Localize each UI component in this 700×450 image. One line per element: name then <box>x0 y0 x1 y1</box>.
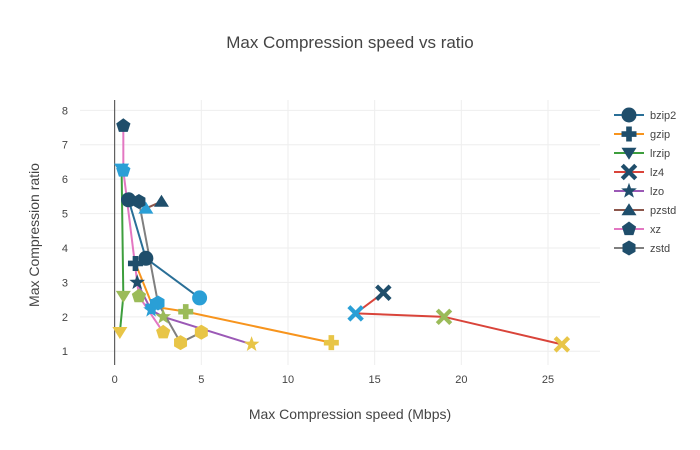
y-tick-label: 1 <box>62 346 68 358</box>
legend-item-zstd: zstd <box>614 240 670 256</box>
x-axis-label: Max Compression speed (Mbps) <box>248 406 452 422</box>
legend-label: lz4 <box>650 167 664 179</box>
y-tick-label: 3 <box>62 277 68 289</box>
legend-marker <box>621 221 637 236</box>
legend-item-gzip: gzip <box>614 126 670 142</box>
y-tick-label: 2 <box>62 312 68 324</box>
y-tick-label: 4 <box>62 243 68 255</box>
legend-item-xz: xz <box>614 221 661 236</box>
legend-marker-stroke <box>620 163 638 181</box>
data-point-lzo <box>143 301 159 317</box>
data-point-lzo <box>129 274 146 290</box>
legend-marker <box>621 126 637 142</box>
legend-marker <box>621 147 637 160</box>
series-markers <box>112 118 571 353</box>
data-point-lrzip <box>112 327 128 340</box>
legend-label: zstd <box>650 243 670 255</box>
legend-marker <box>621 203 637 216</box>
y-tick-label: 6 <box>62 174 68 186</box>
data-point-xz <box>131 288 147 303</box>
legend-item-lz4: lz4 <box>614 163 664 181</box>
chart-title: Max Compression speed vs ratio <box>226 33 474 52</box>
data-point-lz4 <box>435 308 453 326</box>
data-point-xz <box>116 118 131 132</box>
data-point-lz4-stroke <box>375 284 392 301</box>
legend-item-lzo: lzo <box>614 182 664 198</box>
data-point-lz4-stroke <box>435 308 453 326</box>
legend-label: pzstd <box>650 205 676 217</box>
x-tick-label: 15 <box>369 374 381 386</box>
x-tick-label: 20 <box>455 374 467 386</box>
data-point-gzip <box>127 255 143 271</box>
data-point-xz <box>156 324 171 339</box>
series-line-zstd <box>137 201 202 344</box>
legend-label: bzip2 <box>650 110 676 122</box>
legend-label: lzo <box>650 186 664 198</box>
data-point-lzo <box>155 308 172 324</box>
legend-item-lrzip: lrzip <box>614 147 670 160</box>
legend-label: lrzip <box>650 148 670 160</box>
legend-item-pzstd: pzstd <box>614 203 676 217</box>
legend: bzip2 gzip lrzip lz4 lzo pzstd xz zstd <box>614 107 676 256</box>
data-point-lz4 <box>375 284 392 301</box>
legend-label: gzip <box>650 129 670 141</box>
data-point-gzip <box>178 304 194 320</box>
y-tick-label: 5 <box>62 209 68 221</box>
legend-item-bzip2: bzip2 <box>614 107 676 123</box>
data-point-lz4 <box>553 336 571 353</box>
x-tick-label: 0 <box>112 374 118 386</box>
legend-marker <box>620 163 638 181</box>
data-point-zstd <box>174 335 188 351</box>
data-point-bzip2 <box>121 192 137 208</box>
x-tick-label: 5 <box>198 374 204 386</box>
legend-label: xz <box>650 224 661 236</box>
data-point-zstd <box>132 194 146 210</box>
data-point-lzo <box>243 336 260 352</box>
series-line-lz4 <box>352 291 563 346</box>
data-point-pzstd <box>138 201 154 214</box>
x-tick-label: 10 <box>282 374 294 386</box>
series-line-xz <box>122 125 165 333</box>
data-point-xz <box>116 163 131 177</box>
data-point-zstd <box>151 295 165 311</box>
legend-marker <box>622 240 636 256</box>
legend-marker <box>621 107 637 123</box>
series-line-lrzip <box>118 168 125 333</box>
data-point-lz4 <box>347 305 364 322</box>
series-line-gzip <box>134 263 332 344</box>
grid <box>80 100 600 365</box>
y-tick-label: 7 <box>62 140 68 152</box>
x-tick-label: 25 <box>542 374 554 386</box>
data-point-lz4-stroke <box>347 305 364 322</box>
legend-marker <box>621 182 637 198</box>
data-point-zstd <box>194 324 208 340</box>
data-point-lrzip <box>115 290 131 303</box>
data-point-lz4-stroke <box>553 336 571 353</box>
y-tick-label: 8 <box>62 105 68 117</box>
data-point-gzip <box>323 335 339 351</box>
data-point-bzip2 <box>192 290 208 306</box>
data-point-pzstd <box>153 194 169 207</box>
